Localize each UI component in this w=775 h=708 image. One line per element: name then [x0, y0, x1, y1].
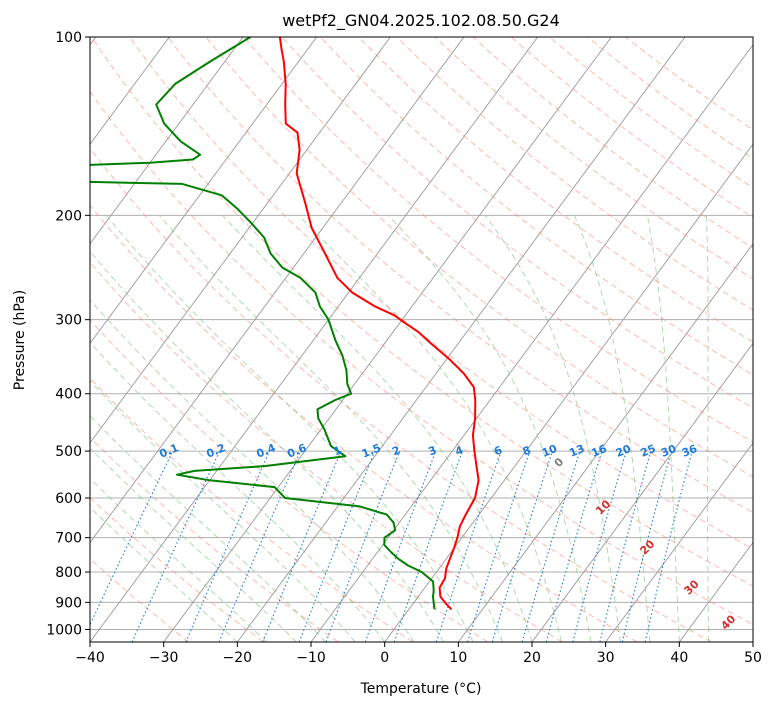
mixing-ratio-label: 10 [540, 442, 559, 460]
x-tick-label: 20 [523, 650, 541, 666]
mixing-ratio-label: 25 [639, 442, 658, 460]
mixing-ratio-label: 8 [521, 444, 533, 459]
x-tick-label: −10 [296, 650, 326, 666]
dry-adiabat-line [90, 377, 414, 642]
mixing-ratio-line [491, 450, 554, 642]
plot-background [90, 37, 753, 642]
y-tick-label: 900 [55, 595, 82, 611]
dry-adiabat-line [90, 147, 712, 642]
mixing-ratio-label: 16 [590, 442, 609, 460]
moist-adiabat-line [90, 414, 327, 642]
moist-adiabat-line [90, 477, 268, 642]
x-tick-label: 40 [670, 650, 688, 666]
isotherm-line [605, 442, 753, 642]
y-tick-label: 500 [55, 444, 82, 460]
mixing-ratio-line [262, 450, 342, 642]
y-tick-label: 800 [55, 565, 82, 581]
moist-adiabat-line [484, 215, 621, 642]
moist-adiabat-line [90, 447, 297, 642]
plot-area [90, 37, 753, 642]
isotherm-line [90, 37, 244, 245]
dry-adiabat-line [90, 261, 563, 642]
moist-adiabat-line [387, 214, 592, 642]
chart-title: wetPf2_GN04.2025.102.08.50.G24 [282, 11, 560, 31]
isotherm-line [90, 37, 539, 642]
isotherm-line [752, 641, 753, 642]
isotherm-line [90, 37, 391, 444]
moist-adiabat-line [105, 214, 474, 642]
dry-adiabat-line [129, 37, 753, 550]
dry-adiabat-line [167, 37, 753, 514]
mixing-ratio-label: 20 [614, 442, 633, 460]
mixing-ratio-label: 1 [332, 443, 344, 458]
moist-adiabat-line [90, 341, 386, 642]
mixing-ratio-line [521, 450, 581, 642]
isotherm-line [531, 342, 753, 642]
mixing-ratio-line [572, 450, 627, 642]
y-tick-label: 100 [55, 30, 82, 46]
mixing-ratio-label: 13 [567, 442, 586, 460]
y-tick-label: 1000 [46, 622, 82, 638]
y-tick-label: 700 [55, 531, 82, 547]
moist-adiabat-line [222, 214, 533, 642]
y-tick-label: 200 [55, 208, 82, 224]
x-tick-label: −30 [149, 650, 179, 666]
moist-adiabat-line [706, 215, 710, 642]
isotherm-line [90, 37, 465, 544]
x-tick-label: 0 [380, 650, 389, 666]
isotherm-line [457, 243, 753, 642]
mixing-ratio-line [364, 450, 437, 642]
moist-adiabat-line [158, 214, 503, 642]
x-tick-label: 50 [744, 650, 762, 666]
mixing-ratio-line [644, 450, 693, 642]
isotherm-line [310, 43, 753, 642]
isotherm-line [90, 37, 170, 146]
moist-adiabat-line [298, 214, 562, 642]
temperature-profile-line [278, 37, 480, 611]
x-tick-label: −40 [75, 650, 105, 666]
plot-frame [89, 36, 754, 643]
mixing-ratio-line [545, 450, 603, 642]
moist-adiabat-line [90, 299, 415, 642]
y-tick-label: 400 [55, 387, 82, 403]
isotherm-line [163, 37, 612, 642]
y-axis-label: Pressure (hPa) [12, 290, 28, 390]
mixing-ratio-label: 30 [659, 442, 678, 460]
dry-adiabat-line [90, 204, 638, 642]
isotherm-line [236, 37, 686, 642]
mixing-ratio-line [393, 450, 463, 642]
y-tick-label: 300 [55, 313, 82, 329]
mixing-ratio-label: 36 [680, 442, 699, 460]
moist-adiabat-line [90, 506, 238, 642]
moist-adiabat-line [573, 215, 651, 642]
mixing-ratio-line [435, 450, 502, 642]
dry-adiabat-line [90, 90, 753, 626]
mixing-ratio-line [185, 450, 271, 642]
mixing-ratio-line [466, 450, 531, 642]
y-tick-label: 600 [55, 491, 82, 507]
dewpoint-profile-line [90, 37, 436, 610]
isotherm-line [90, 37, 318, 345]
isotherm-line [384, 143, 753, 642]
mixing-ratio-line [325, 450, 401, 642]
moist-adiabat-line [646, 215, 680, 642]
x-tick-label: 30 [597, 650, 615, 666]
mixing-ratio-line [621, 450, 672, 642]
dry-adiabat-line [90, 37, 753, 587]
mixing-ratio-line [298, 450, 376, 642]
mixing-ratio-line [599, 450, 652, 642]
x-tick-label: −20 [223, 650, 253, 666]
dry-adiabat-line [358, 37, 753, 343]
mixing-ratio-label: 3 [427, 443, 439, 458]
mixing-ratio-label: 2 [390, 444, 402, 459]
dry-adiabat-line [319, 37, 753, 376]
x-tick-label: 10 [449, 650, 467, 666]
x-axis-label: Temperature (°C) [360, 681, 482, 697]
moist-adiabat-line [90, 380, 356, 642]
dry-adiabat-line [396, 37, 753, 311]
moist-adiabat-line [90, 250, 445, 642]
